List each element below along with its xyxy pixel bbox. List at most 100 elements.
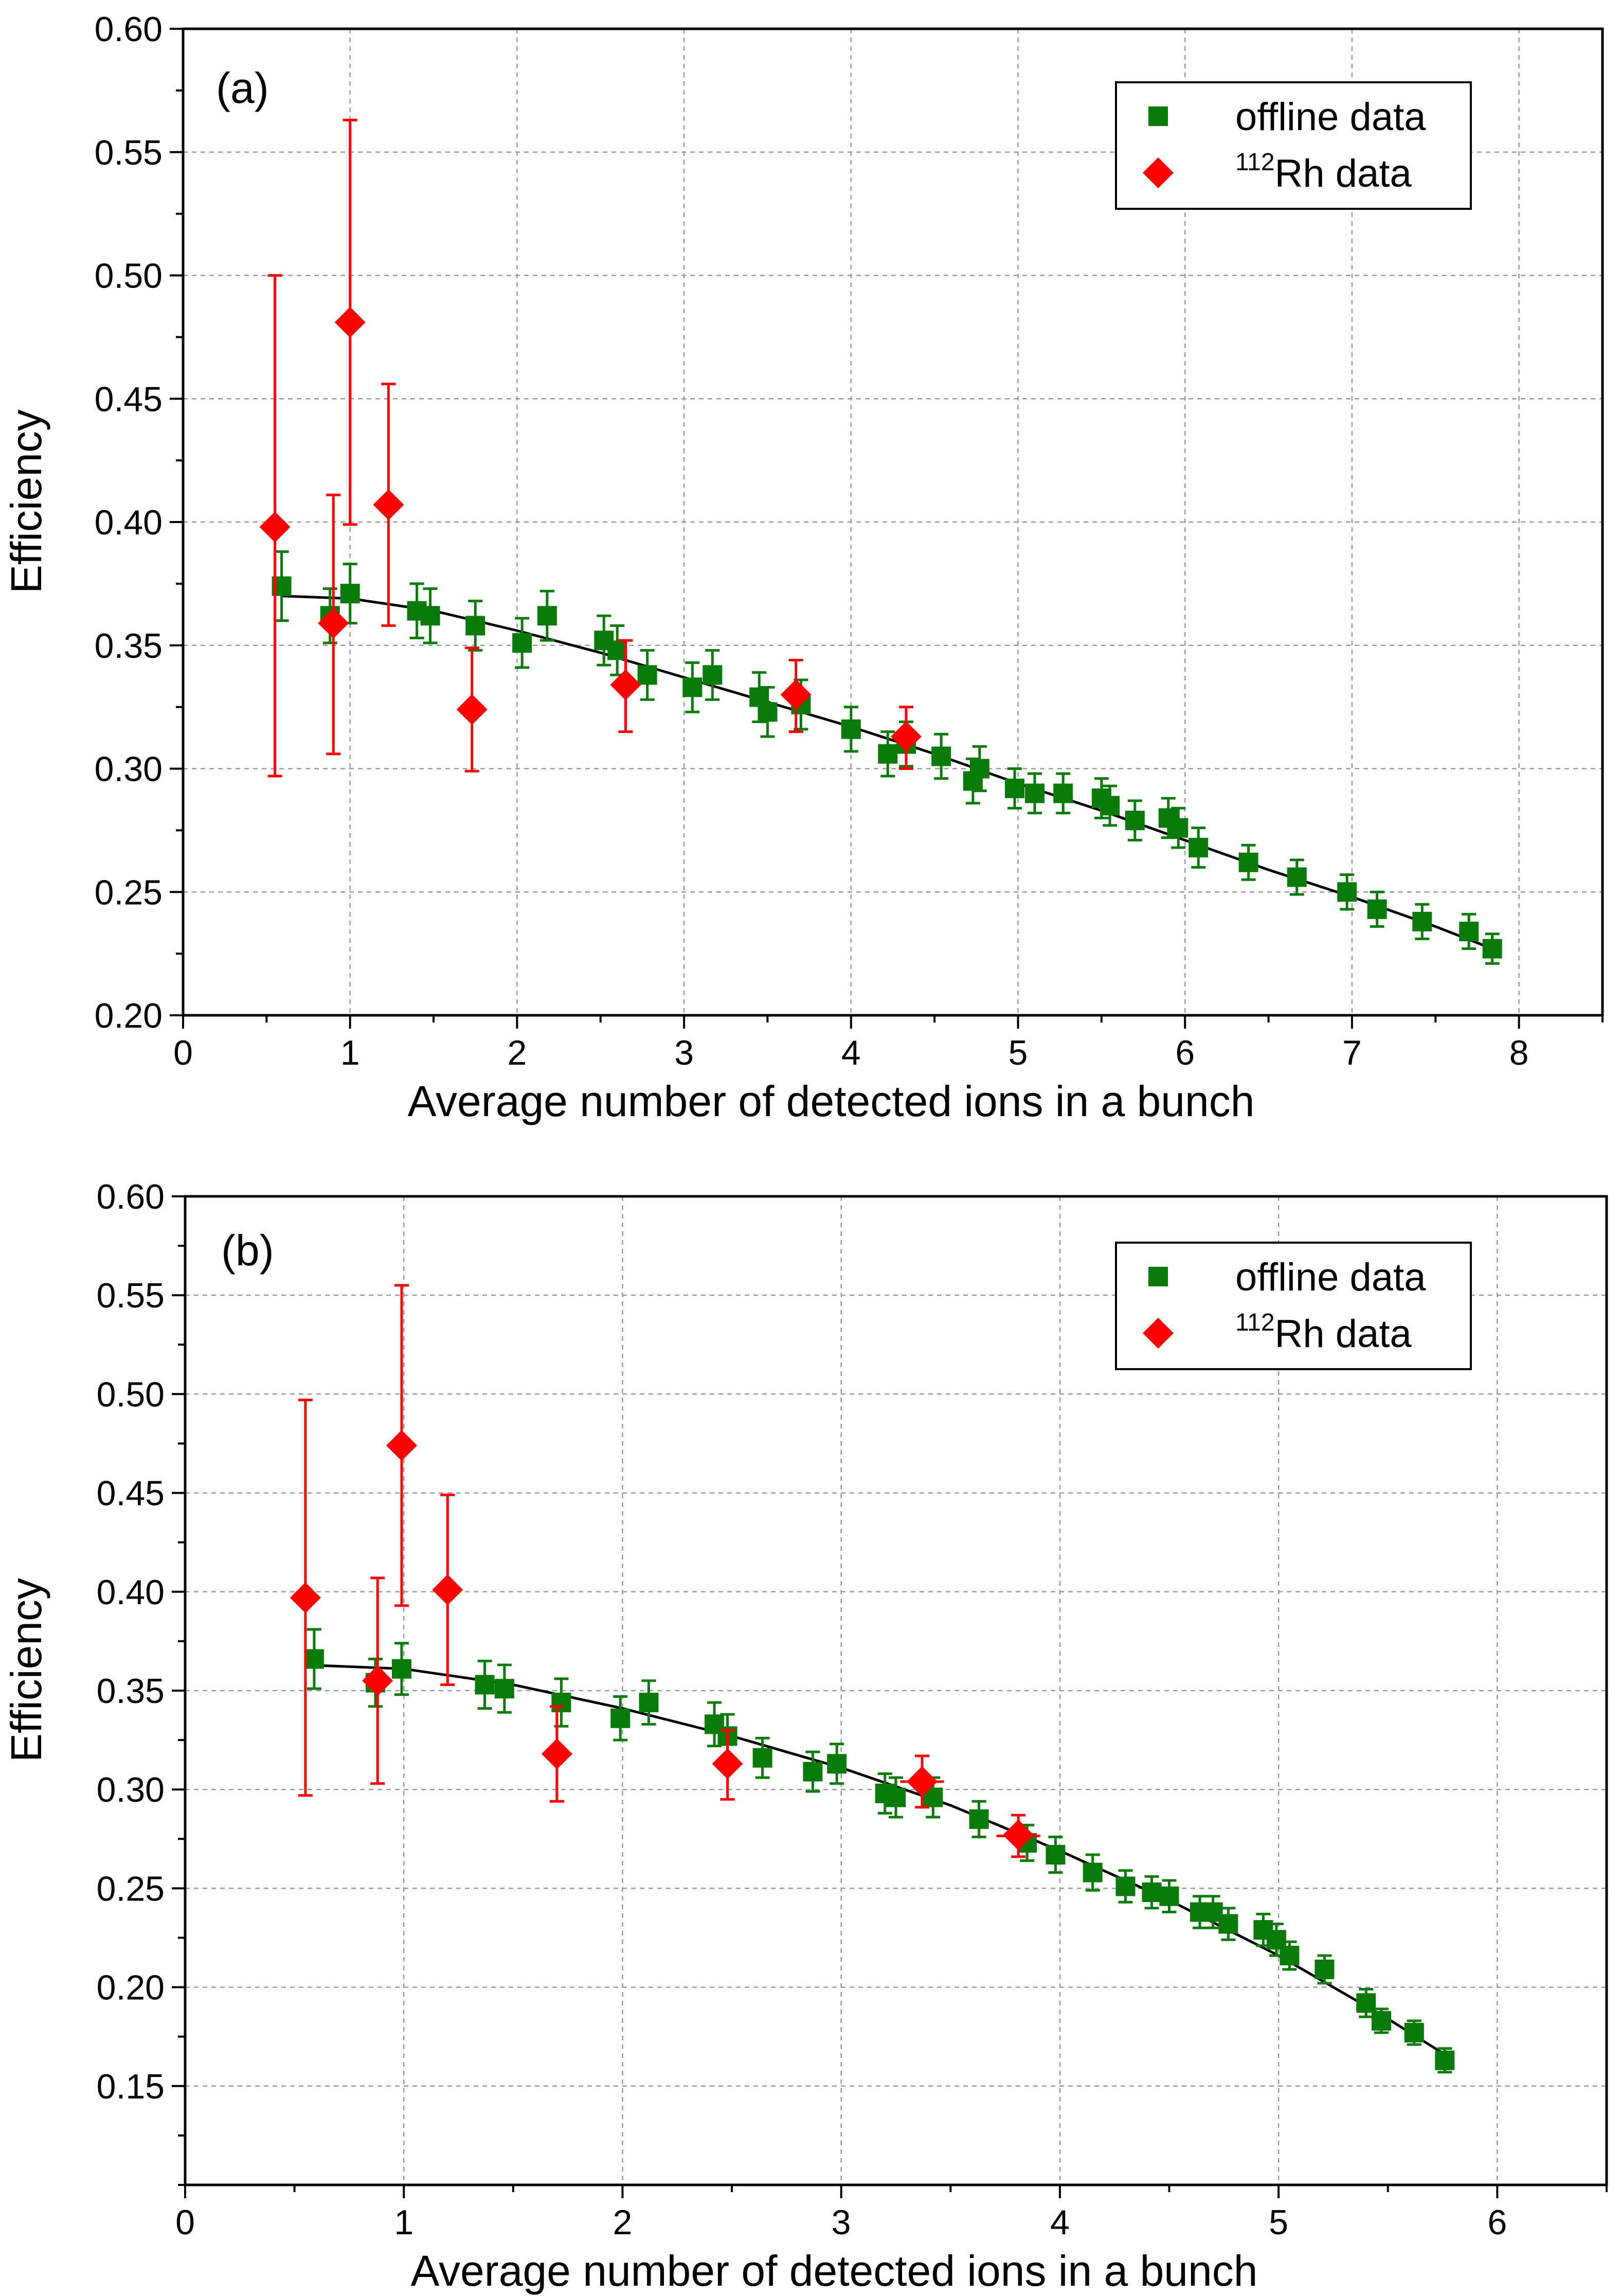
legend-box xyxy=(1115,81,1472,210)
legend-offline-label: offline data xyxy=(1235,1255,1426,1299)
offline-data-point xyxy=(682,677,703,697)
x-tick-label: 4 xyxy=(841,1033,861,1072)
offline-data-point xyxy=(1287,867,1307,887)
rh-data-point xyxy=(780,679,812,710)
offline-data-point xyxy=(931,746,951,766)
offline-data-point xyxy=(1115,1876,1136,1896)
offline-data-point xyxy=(1459,921,1479,941)
panel-label: (b) xyxy=(221,1226,274,1275)
y-axis-title: Efficiency xyxy=(2,409,50,594)
x-tick-label: 3 xyxy=(832,2203,851,2242)
x-tick-label: 8 xyxy=(1509,1033,1529,1072)
x-axis-title: Average number of detected ions in a bun… xyxy=(411,2247,1258,2295)
x-tick-label: 6 xyxy=(1487,2203,1507,2242)
legend-offline-marker xyxy=(1148,106,1168,126)
offline-data-point xyxy=(420,606,440,626)
x-tick-label: 4 xyxy=(1050,2203,1070,2242)
rh-data-point xyxy=(259,511,291,543)
offline-data-point xyxy=(304,1649,324,1669)
x-tick-label: 0 xyxy=(173,1033,193,1072)
x-tick-label: 2 xyxy=(507,1033,527,1072)
offline-data-point xyxy=(752,1748,772,1768)
rh-data-point xyxy=(712,1748,743,1780)
y-tick-label: 0.20 xyxy=(97,1968,165,2007)
offline-data-point xyxy=(1482,939,1502,959)
offline-data-point xyxy=(1053,783,1073,803)
offline-data-point xyxy=(1159,1886,1179,1906)
rh-data-point xyxy=(334,307,366,338)
offline-data-point xyxy=(969,1809,989,1829)
offline-data-point xyxy=(1337,882,1357,902)
offline-data-point xyxy=(1404,2023,1424,2043)
y-tick-label: 0.50 xyxy=(97,1375,165,1414)
x-tick-label: 6 xyxy=(1175,1033,1195,1072)
offline-data-point xyxy=(703,665,723,685)
offline-data-point xyxy=(1314,1960,1335,1980)
y-tick-label: 0.40 xyxy=(95,503,163,542)
x-tick-label: 1 xyxy=(340,1033,360,1072)
legend-offline-label: offline data xyxy=(1235,95,1426,139)
offline-data-point xyxy=(340,584,360,604)
rh-data-point xyxy=(890,721,922,752)
gridlines xyxy=(183,29,1602,1015)
y-tick-label: 0.55 xyxy=(95,133,163,172)
series-rh-data xyxy=(259,118,922,778)
offline-data-point xyxy=(1435,2050,1455,2070)
rh-data-point xyxy=(318,607,349,639)
offline-data-point xyxy=(1005,778,1025,798)
offline-data-point xyxy=(1238,852,1258,872)
offline-data-point xyxy=(1356,1993,1376,2013)
rh-data-point xyxy=(610,669,641,701)
offline-data-point xyxy=(1168,818,1188,838)
offline-data-point xyxy=(1125,811,1145,831)
offline-data-point xyxy=(537,606,557,626)
offline-data-point xyxy=(758,702,778,722)
rh-data-point xyxy=(432,1574,463,1605)
offline-data-point xyxy=(1372,2011,1392,2031)
offline-data-point xyxy=(551,1693,571,1713)
rh-data-point xyxy=(456,694,488,725)
y-tick-label: 0.60 xyxy=(97,1177,165,1216)
x-tick-label: 1 xyxy=(394,2203,413,2242)
y-tick-label: 0.30 xyxy=(97,1770,165,1809)
x-tick-label: 7 xyxy=(1342,1033,1362,1072)
offline-data-point xyxy=(886,1787,906,1807)
legend: offline data 112Rh data xyxy=(1115,81,1472,210)
legend-box xyxy=(1115,1242,1472,1370)
axis-ticks xyxy=(172,1195,1608,2198)
offline-data-point xyxy=(512,633,532,653)
offline-data-point xyxy=(1025,783,1044,803)
rh-data-point xyxy=(386,1430,417,1461)
y-tick-label: 0.50 xyxy=(95,257,163,296)
legend-rh-mass-number: 112 xyxy=(1235,1309,1275,1336)
offline-data-point xyxy=(1083,1862,1103,1882)
offline-data-point xyxy=(803,1762,823,1782)
legend-rh-text: Rh data xyxy=(1275,1312,1412,1356)
legend: offline data 112Rh data xyxy=(1115,1242,1472,1370)
offline-data-point xyxy=(969,759,989,779)
y-tick-label: 0.60 xyxy=(95,10,163,49)
offline-data-point xyxy=(391,1659,411,1679)
y-tick-label: 0.15 xyxy=(97,2067,165,2106)
offline-data-point xyxy=(637,665,657,685)
offline-data-point xyxy=(1100,796,1120,816)
y-axis-title: Efficiency xyxy=(2,1578,50,1762)
offline-data-point xyxy=(465,616,485,636)
offline-data-point xyxy=(639,1693,659,1713)
offline-data-point xyxy=(1280,1946,1300,1966)
y-tick-label: 0.40 xyxy=(97,1573,165,1612)
legend-offline-marker xyxy=(1148,1267,1168,1286)
offline-data-point xyxy=(1218,1914,1238,1934)
rh-data-point xyxy=(373,489,404,521)
offline-data-point xyxy=(1412,911,1432,931)
x-tick-label: 5 xyxy=(1269,2203,1288,2242)
panel-label: (a) xyxy=(216,64,269,112)
y-tick-label: 0.35 xyxy=(95,626,163,666)
offline-data-point xyxy=(1188,837,1209,857)
y-tick-label: 0.45 xyxy=(95,380,163,419)
y-tick-label: 0.55 xyxy=(97,1276,165,1315)
legend-rh-text: Rh data xyxy=(1275,152,1412,195)
offline-data-point xyxy=(841,719,861,739)
